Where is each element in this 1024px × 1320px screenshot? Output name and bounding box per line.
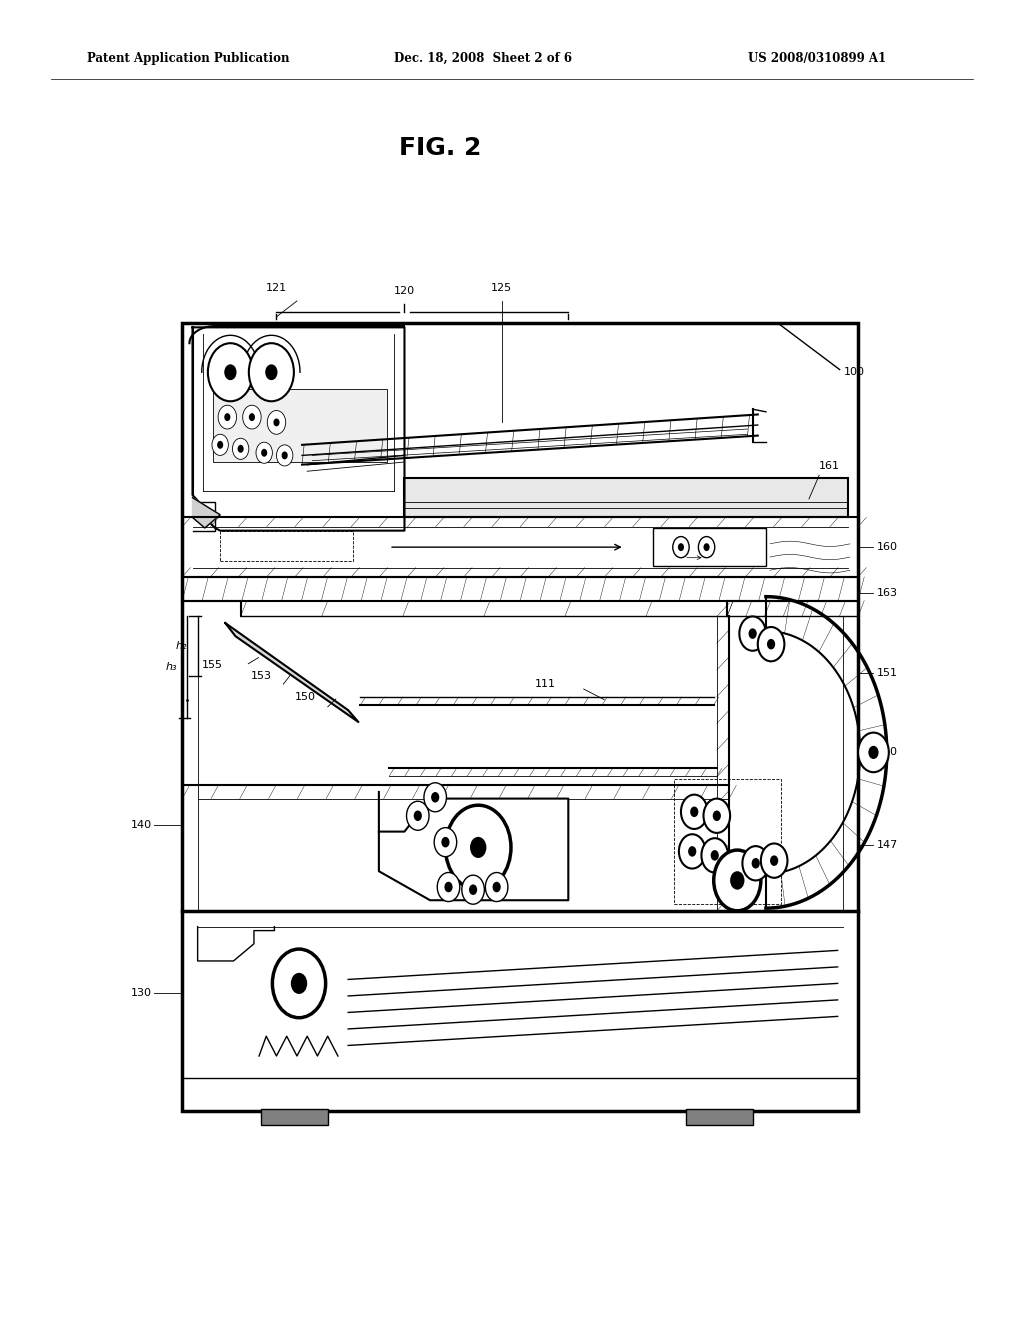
- Circle shape: [282, 451, 288, 459]
- Text: 150: 150: [294, 692, 315, 702]
- Circle shape: [470, 837, 486, 858]
- Bar: [261, 1109, 328, 1125]
- Circle shape: [238, 445, 244, 453]
- Text: h₃: h₃: [166, 663, 177, 672]
- Circle shape: [681, 795, 708, 829]
- Circle shape: [679, 834, 706, 869]
- Text: Patent Application Publication: Patent Application Publication: [87, 51, 290, 65]
- Text: 125: 125: [492, 282, 512, 293]
- Text: 100: 100: [844, 367, 865, 378]
- Text: 155: 155: [202, 660, 223, 671]
- Circle shape: [767, 639, 775, 649]
- Circle shape: [742, 846, 769, 880]
- Text: 151: 151: [877, 668, 898, 678]
- Bar: [686, 1109, 753, 1125]
- Circle shape: [714, 850, 761, 911]
- Circle shape: [485, 873, 508, 902]
- Circle shape: [224, 364, 237, 380]
- Text: 161: 161: [819, 461, 841, 471]
- Polygon shape: [379, 792, 568, 900]
- Bar: [653, 528, 766, 566]
- Circle shape: [713, 810, 721, 821]
- Circle shape: [445, 805, 511, 890]
- Circle shape: [752, 858, 760, 869]
- Circle shape: [469, 884, 477, 895]
- Circle shape: [256, 442, 272, 463]
- Circle shape: [437, 873, 460, 902]
- Circle shape: [462, 875, 484, 904]
- Bar: [213, 389, 387, 462]
- Circle shape: [424, 783, 446, 812]
- Circle shape: [698, 537, 715, 557]
- Circle shape: [407, 801, 429, 830]
- Text: 147: 147: [877, 840, 898, 850]
- Circle shape: [441, 837, 450, 847]
- Circle shape: [249, 343, 294, 401]
- Circle shape: [261, 449, 267, 457]
- Circle shape: [688, 846, 696, 857]
- Circle shape: [217, 441, 223, 449]
- Circle shape: [444, 882, 453, 892]
- Circle shape: [276, 445, 293, 466]
- Text: 121: 121: [266, 282, 287, 293]
- Text: 153: 153: [250, 671, 271, 681]
- Circle shape: [272, 949, 326, 1018]
- Circle shape: [730, 871, 744, 890]
- Circle shape: [678, 544, 684, 552]
- Circle shape: [701, 838, 728, 873]
- Circle shape: [212, 434, 228, 455]
- Circle shape: [431, 792, 439, 803]
- Polygon shape: [225, 623, 358, 722]
- Text: 160: 160: [877, 543, 898, 552]
- Circle shape: [267, 411, 286, 434]
- Circle shape: [208, 343, 253, 401]
- Circle shape: [232, 438, 249, 459]
- Circle shape: [673, 537, 689, 557]
- Circle shape: [758, 627, 784, 661]
- Circle shape: [243, 405, 261, 429]
- Circle shape: [858, 733, 889, 772]
- Text: Dec. 18, 2008  Sheet 2 of 6: Dec. 18, 2008 Sheet 2 of 6: [394, 51, 572, 65]
- Bar: [674, 779, 781, 904]
- Text: 140: 140: [130, 820, 152, 830]
- Circle shape: [690, 807, 698, 817]
- Text: FIG. 2: FIG. 2: [399, 136, 481, 160]
- Circle shape: [414, 810, 422, 821]
- Text: 110: 110: [877, 747, 898, 758]
- Text: US 2008/0310899 A1: US 2008/0310899 A1: [748, 51, 886, 65]
- Circle shape: [868, 746, 879, 759]
- Circle shape: [770, 855, 778, 866]
- Circle shape: [703, 544, 710, 552]
- Circle shape: [273, 418, 280, 426]
- Circle shape: [249, 413, 255, 421]
- Bar: [220, 531, 353, 561]
- Text: 111: 111: [535, 678, 556, 689]
- Circle shape: [493, 882, 501, 892]
- Circle shape: [749, 628, 757, 639]
- Bar: [182, 323, 858, 1111]
- Text: 120: 120: [394, 285, 415, 296]
- Circle shape: [265, 364, 278, 380]
- Bar: [404, 478, 848, 517]
- Circle shape: [711, 850, 719, 861]
- Circle shape: [703, 799, 730, 833]
- Text: 163: 163: [877, 587, 898, 598]
- Circle shape: [434, 828, 457, 857]
- Text: 130: 130: [130, 987, 152, 998]
- Circle shape: [739, 616, 766, 651]
- Circle shape: [224, 413, 230, 421]
- Text: h₂: h₂: [176, 642, 187, 651]
- Polygon shape: [193, 498, 220, 528]
- Circle shape: [218, 405, 237, 429]
- Circle shape: [761, 843, 787, 878]
- Circle shape: [291, 973, 307, 994]
